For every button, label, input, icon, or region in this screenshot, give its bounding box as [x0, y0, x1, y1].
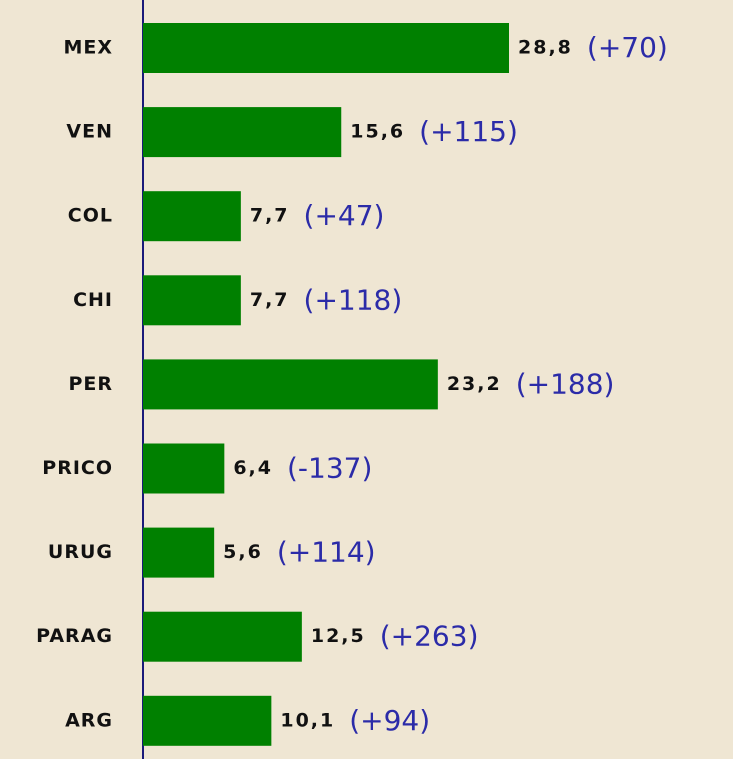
bar	[143, 359, 438, 410]
value-label: 28,8	[518, 37, 573, 59]
annotation: (+114)	[277, 536, 376, 569]
value-label: 12,5	[311, 625, 366, 647]
category-label: MEX	[63, 37, 113, 59]
bar	[143, 191, 241, 242]
bar	[143, 23, 509, 73]
bar	[143, 611, 302, 662]
category-label: PER	[68, 373, 113, 395]
value-label: 7,7	[250, 205, 290, 227]
annotation: (+118)	[304, 283, 403, 316]
category-label: VEN	[66, 121, 113, 143]
annotation: (+47)	[304, 199, 385, 232]
category-label: CHI	[73, 289, 113, 311]
value-label: 10,1	[280, 709, 335, 731]
value-label: 6,4	[233, 457, 273, 479]
category-label: URUG	[48, 541, 113, 563]
bar	[143, 443, 225, 494]
category-label: ARG	[65, 709, 113, 731]
value-label: 15,6	[350, 121, 405, 143]
category-label: PRICO	[42, 457, 113, 479]
bar	[143, 527, 215, 578]
annotation: (+188)	[516, 367, 615, 400]
bar	[143, 275, 241, 326]
bar	[143, 695, 272, 746]
annotation: (-137)	[287, 452, 372, 485]
annotation: (+70)	[587, 31, 668, 64]
annotation: (+263)	[380, 620, 479, 653]
value-label: 23,2	[447, 373, 502, 395]
annotation: (+94)	[349, 704, 430, 737]
bar	[143, 107, 342, 158]
value-label: 5,6	[223, 541, 263, 563]
category-label: COL	[68, 205, 113, 227]
annotation: (+115)	[419, 115, 518, 148]
category-label: PARAG	[36, 625, 113, 647]
value-label: 7,7	[250, 289, 290, 311]
